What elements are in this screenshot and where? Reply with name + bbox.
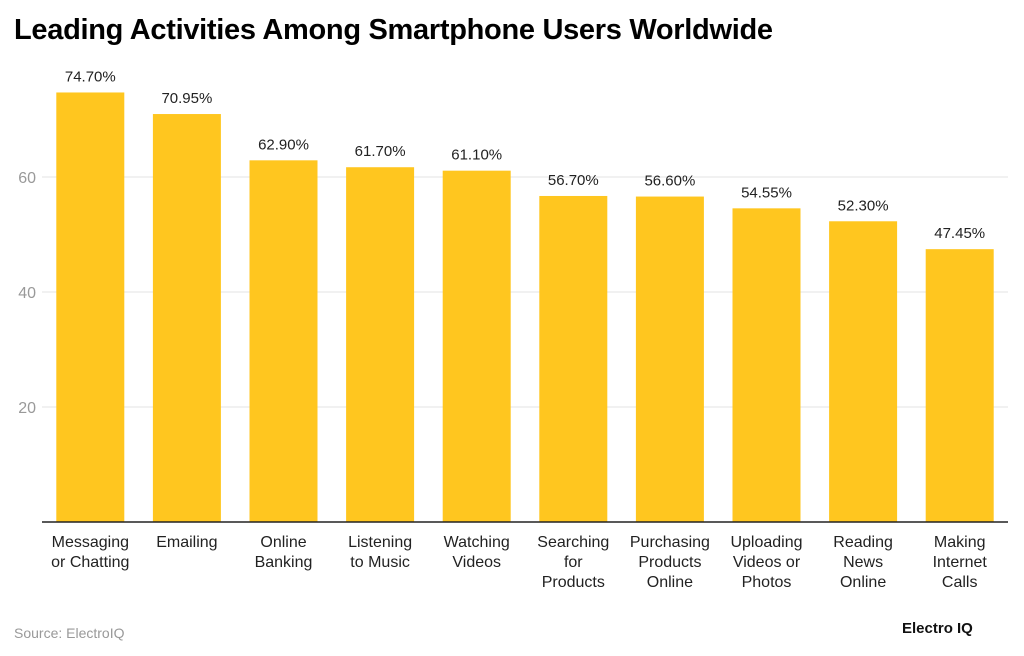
bar xyxy=(829,221,898,522)
x-tick-label: Products xyxy=(638,554,701,571)
y-tick-label: 60 xyxy=(18,170,36,187)
data-label: 62.90% xyxy=(258,136,309,153)
data-label: 56.60% xyxy=(644,173,695,190)
bar xyxy=(442,170,511,523)
bar xyxy=(635,196,704,523)
bar xyxy=(152,114,221,522)
y-tick-label: 20 xyxy=(18,400,36,417)
x-tick-label: Purchasing xyxy=(630,534,710,551)
bar xyxy=(539,195,608,522)
data-label: 61.10% xyxy=(451,147,502,164)
x-tick-label: Banking xyxy=(255,554,313,571)
x-tick-label: Emailing xyxy=(156,534,217,551)
x-tick-label: Online xyxy=(647,574,693,591)
x-tick-label: Calls xyxy=(942,574,978,591)
data-label: 61.70% xyxy=(355,143,406,160)
bar xyxy=(732,208,801,522)
data-label: 74.70% xyxy=(65,68,116,85)
bar xyxy=(249,160,318,522)
x-tick-label: Internet xyxy=(933,554,988,571)
bar xyxy=(925,249,994,522)
x-tick-label: Uploading xyxy=(730,534,802,551)
data-label: 70.95% xyxy=(161,90,212,107)
x-tick-label: News xyxy=(843,554,883,571)
data-label: 54.55% xyxy=(741,184,792,201)
data-label: 52.30% xyxy=(838,197,889,214)
x-tick-label: Reading xyxy=(833,534,893,551)
x-tick-label: Videos xyxy=(452,554,501,571)
x-tick-label: Products xyxy=(542,574,605,591)
chart-title: Leading Activities Among Smartphone User… xyxy=(14,14,773,46)
x-tick-label: Photos xyxy=(742,574,792,591)
x-tick-label: Videos or xyxy=(733,554,801,571)
x-tick-label: for xyxy=(564,554,583,571)
bar xyxy=(346,167,415,522)
bar xyxy=(56,92,125,522)
brand-logo: Electro IQ xyxy=(902,620,973,637)
x-tick-label: Messaging xyxy=(52,534,129,551)
x-tick-label: Making xyxy=(934,534,986,551)
source-note: Source: ElectroIQ xyxy=(14,625,125,641)
data-label: 56.70% xyxy=(548,172,599,189)
x-tick-label: Watching xyxy=(444,534,510,551)
y-tick-label: 40 xyxy=(18,285,36,302)
x-tick-label: or Chatting xyxy=(51,554,129,571)
data-label: 47.45% xyxy=(934,225,985,242)
x-tick-label: Listening xyxy=(348,534,412,551)
x-tick-label: Online xyxy=(260,534,306,551)
x-tick-label: to Music xyxy=(350,554,410,571)
x-tick-label: Online xyxy=(840,574,886,591)
x-tick-label: Searching xyxy=(537,534,609,551)
